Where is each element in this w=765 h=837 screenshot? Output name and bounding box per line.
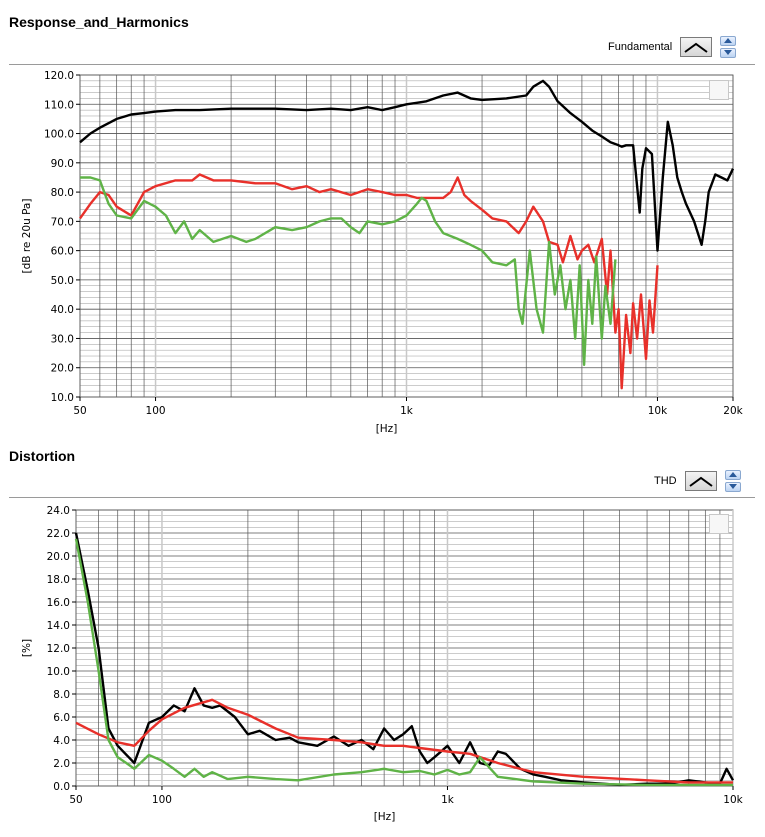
x-tick-label: 1k	[441, 794, 455, 806]
y-tick-label: 70.0	[51, 216, 74, 228]
y-tick-label: 8.0	[53, 689, 70, 701]
series-green-line	[74, 538, 733, 787]
zoom-icon[interactable]	[709, 514, 729, 534]
series-red-line	[75, 698, 733, 784]
x-tick-label: 20k	[723, 405, 743, 417]
spin-down-icon[interactable]	[720, 48, 737, 58]
plot-separator	[9, 497, 755, 498]
y-tick-label: 0.0	[53, 781, 70, 793]
x-tick-label: 50	[69, 794, 82, 806]
y-tick-label: 80.0	[51, 187, 74, 199]
legend-distortion: THD	[654, 470, 741, 492]
x-tick-label: 10k	[648, 405, 668, 417]
legend-label-fundamental: Fundamental	[608, 41, 673, 53]
chart-title-distortion: Distortion	[9, 448, 76, 464]
legend-spinner	[724, 470, 741, 492]
y-tick-label: 24.0	[47, 505, 70, 517]
chart-title-response: Response_and_Harmonics	[9, 14, 189, 30]
y-tick-label: 60.0	[51, 246, 74, 258]
y-tick-label: 22.0	[47, 528, 70, 540]
x-tick-label: 100	[146, 405, 166, 417]
legend-swatch-line-icon[interactable]	[680, 37, 713, 57]
x-axis-label: [Hz]	[374, 811, 396, 823]
y-tick-label: 6.0	[53, 712, 70, 724]
y-tick-label: 10.0	[51, 392, 74, 404]
y-tick-label: 40.0	[51, 304, 74, 316]
y-axis-label: [%]	[21, 639, 33, 657]
y-tick-label: 20.0	[47, 551, 70, 563]
series-black-line	[79, 79, 735, 252]
response-chart: 120.0 110.0 100.0 90.0 80.0 70.0 60.0 50.0 40.0 3…	[21, 70, 744, 435]
spin-up-icon[interactable]	[724, 470, 741, 480]
y-tick-label: 10.0	[47, 666, 70, 678]
y-tick-label: 14.0	[47, 620, 70, 632]
y-axis-label: [dB re 20u Pa]	[21, 199, 33, 274]
legend-response: Fundamental	[608, 36, 737, 58]
y-tick-label: 50.0	[51, 275, 74, 287]
y-tick-label: 16.0	[47, 597, 70, 609]
series-green-line	[80, 176, 617, 366]
y-tick-label: 2.0	[53, 758, 70, 770]
y-tick-label: 120.0	[44, 70, 74, 82]
y-tick-label: 18.0	[47, 574, 70, 586]
plot-separator	[9, 64, 755, 65]
legend-spinner	[720, 36, 737, 58]
y-tick-label: 4.0	[53, 735, 70, 747]
x-axis-label: [Hz]	[376, 423, 398, 435]
y-tick-label: 30.0	[51, 333, 74, 345]
spin-up-icon[interactable]	[720, 36, 737, 46]
x-tick-label: 1k	[400, 405, 414, 417]
x-tick-label: 100	[152, 794, 172, 806]
x-tick-label: 10k	[723, 794, 743, 806]
spin-down-icon[interactable]	[724, 482, 741, 492]
y-tick-label: 12.0	[47, 643, 70, 655]
y-tick-label: 100.0	[44, 129, 74, 141]
y-tick-label: 110.0	[44, 99, 74, 111]
x-tick-label: 50	[73, 405, 86, 417]
legend-swatch-line-icon[interactable]	[684, 471, 717, 491]
zoom-icon[interactable]	[709, 80, 729, 100]
legend-label-thd: THD	[654, 475, 677, 487]
y-tick-label: 90.0	[51, 158, 74, 170]
series-red-line	[79, 173, 659, 390]
y-tick-label: 20.0	[51, 363, 74, 375]
